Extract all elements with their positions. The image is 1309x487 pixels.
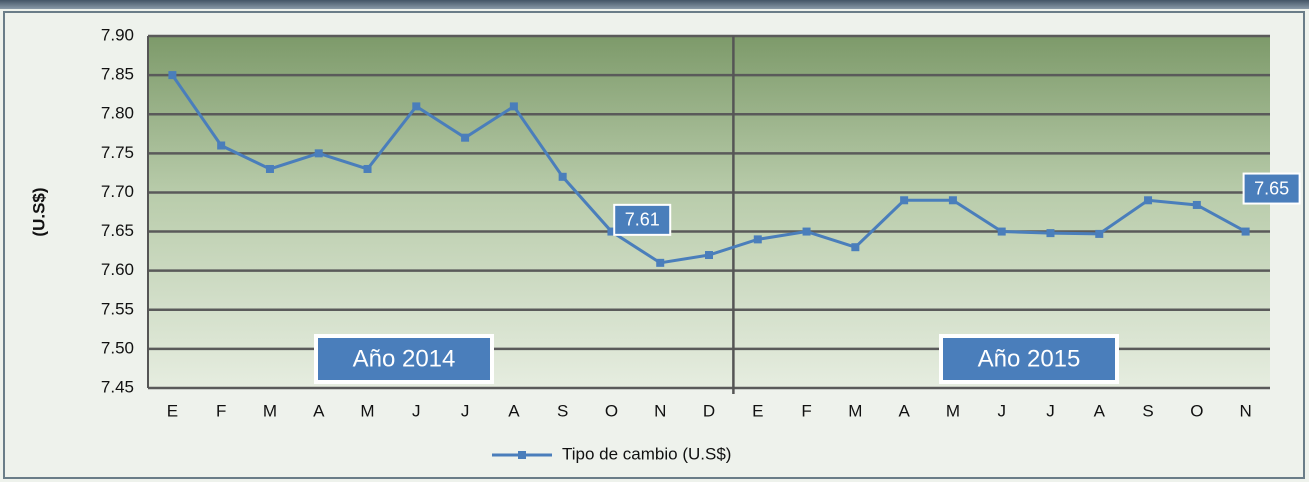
x-tick-label: M [946,401,960,420]
x-tick-label: F [216,401,226,420]
x-tick-label: N [1239,401,1251,420]
annotation: Año 2015 [978,345,1081,372]
marker [168,71,176,79]
x-tick-label: O [1190,401,1203,420]
x-tick-label: O [605,401,618,420]
y-tick-label: 7.85 [101,65,134,84]
y-tick-label: 7.60 [101,260,134,279]
y-axis-label: (U.S$) [29,187,48,236]
y-tick-label: 7.70 [101,182,134,201]
x-tick-label: A [313,401,325,420]
x-tick-label: J [997,401,1006,420]
marker [656,259,664,267]
marker [1095,230,1103,238]
annotation: Año 2014 [353,345,456,372]
y-tick-label: 7.65 [101,221,134,240]
x-tick-label: E [752,401,763,420]
x-tick-label: M [360,401,374,420]
x-tick-label: M [263,401,277,420]
x-tick-label: M [848,401,862,420]
y-tick-label: 7.90 [101,25,134,44]
marker [1242,228,1250,236]
marker [949,196,957,204]
marker [461,134,469,142]
x-tick-label: J [1046,401,1055,420]
x-tick-label: A [898,401,910,420]
legend-label: Tipo de cambio (U.S$) [562,444,731,463]
top-bar [0,0,1309,9]
data-label: 7.61 [625,210,660,230]
x-tick-label: N [654,401,666,420]
x-tick-label: F [801,401,811,420]
marker [1144,196,1152,204]
y-tick-label: 7.80 [101,104,134,123]
marker [851,243,859,251]
y-tick-label: 7.55 [101,299,134,318]
marker [266,165,274,173]
x-tick-label: E [167,401,178,420]
x-tick-label: D [703,401,715,420]
legend-marker [518,451,526,459]
y-tick-label: 7.50 [101,338,134,357]
marker [1046,229,1054,237]
marker [315,149,323,157]
x-tick-label: J [412,401,421,420]
marker [998,228,1006,236]
marker [559,173,567,181]
x-tick-label: J [461,401,470,420]
x-tick-label: A [508,401,520,420]
marker [412,102,420,110]
marker [705,251,713,259]
data-label: 7.65 [1254,178,1289,198]
marker [364,165,372,173]
x-tick-label: S [1142,401,1153,420]
y-tick-label: 7.45 [101,377,134,396]
marker [900,196,908,204]
marker [803,228,811,236]
y-tick-label: 7.75 [101,143,134,162]
chart: (U.S$) 7.45 7.50 7.55 7.60 7.65 7.70 7.75 7.80 7… [0,0,1309,482]
marker [754,235,762,243]
x-tick-label: A [1094,401,1106,420]
marker [1193,201,1201,209]
marker [510,102,518,110]
x-tick-label: S [557,401,568,420]
marker [217,142,225,150]
